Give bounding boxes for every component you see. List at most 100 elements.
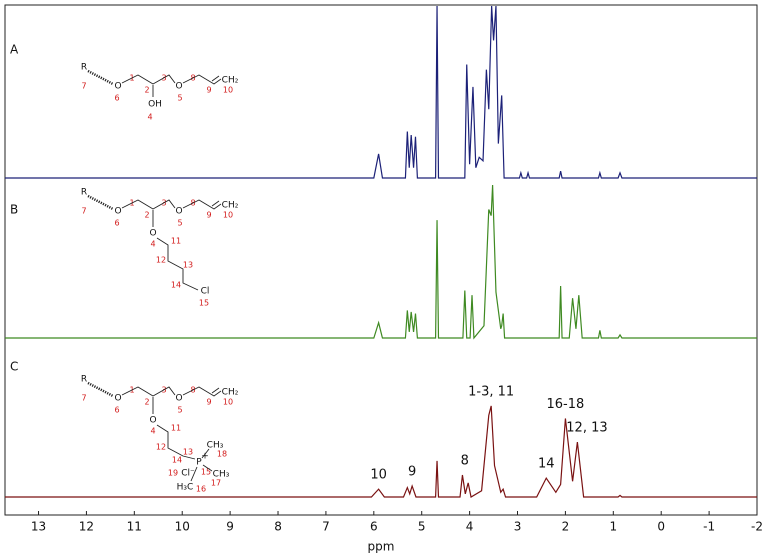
structure-atom: O: [175, 82, 182, 92]
bond: [201, 448, 210, 459]
structure-number: 12: [156, 256, 166, 265]
structure-number: 6: [114, 219, 119, 228]
structure-atom: CH₃: [213, 470, 230, 480]
structure-atom: CH₂: [222, 76, 239, 86]
structure-atom: O: [114, 82, 121, 92]
structure-number: 19: [168, 469, 178, 478]
structure-number: 7: [81, 394, 86, 403]
structure-atom: P: [196, 458, 202, 468]
x-tick-label: 5: [418, 520, 426, 534]
x-tick-label: 4: [466, 520, 474, 534]
x-tick-label: 12: [79, 520, 94, 534]
structure-atom: OH: [148, 100, 162, 110]
x-tick-label: 3: [514, 520, 522, 534]
structure-number: 10: [223, 398, 233, 407]
structure-number: 5: [177, 406, 182, 415]
structure-number: 11: [171, 424, 181, 433]
structure-atom: CH₃: [207, 441, 224, 451]
panel-label: A: [10, 43, 19, 57]
spectrum-line: [5, 405, 757, 498]
structure-number: 11: [171, 237, 181, 246]
panel-label: C: [10, 360, 18, 374]
x-tick-label: 13: [31, 520, 46, 534]
x-tick-label: 7: [322, 520, 330, 534]
plot-frame: [4, 4, 758, 516]
bond: [211, 387, 220, 394]
x-tick-label: -1: [703, 520, 715, 534]
bond: [156, 237, 199, 291]
structure-atom: CH₂: [222, 388, 239, 398]
x-tick-label: 9: [226, 520, 234, 534]
structure-number: 15: [201, 468, 211, 477]
structure-number: 14: [171, 281, 181, 290]
structure-number: 6: [114, 406, 119, 415]
structure-atom: O: [175, 207, 182, 217]
structure-number: 4: [150, 427, 155, 436]
x-tick-label: 1: [609, 520, 617, 534]
peak-annotation: 16-18: [547, 397, 585, 412]
bond: [182, 74, 222, 85]
structure-atom: H₃C: [177, 483, 194, 493]
bond: [121, 74, 176, 85]
structure-number: 16: [196, 485, 206, 494]
structure-atom: O: [114, 207, 121, 217]
structure-number: 4: [150, 240, 155, 249]
structure-number: 9: [206, 86, 211, 95]
bond: [121, 386, 176, 397]
structure-atom: O: [114, 394, 121, 404]
structure-number: 14: [172, 456, 182, 465]
structure-atom: R: [81, 375, 87, 385]
bond: [211, 75, 220, 82]
structure-atom: CH₂: [222, 201, 239, 211]
structure-atom: Cl: [201, 287, 210, 297]
bond: [190, 466, 198, 482]
structure-number: 7: [81, 207, 86, 216]
hashed-bond: [87, 381, 114, 398]
structure-number: 2: [144, 398, 149, 407]
peak-annotation: 9: [408, 465, 416, 480]
structure-atom: +: [201, 452, 209, 462]
x-tick-label: 10: [175, 520, 190, 534]
structure-number: 17: [211, 479, 221, 488]
structure-number: 7: [81, 82, 86, 91]
x-tick-label: 2: [562, 520, 570, 534]
structure-number: 9: [206, 211, 211, 220]
structure-atom: O: [149, 229, 156, 239]
bond: [182, 199, 222, 210]
spectrum-line: [5, 5, 757, 179]
hashed-bond: [87, 194, 114, 211]
structure-number: 6: [114, 94, 119, 103]
bond: [211, 200, 220, 207]
structure-number: 18: [217, 450, 227, 459]
x-tick-label: 6: [370, 520, 378, 534]
x-axis-label: ppm: [368, 540, 395, 554]
x-tick-label: 11: [127, 520, 142, 534]
structure-number: 13: [183, 261, 193, 270]
x-tick-label: -2: [751, 520, 762, 534]
structure-atom: Cl⁻: [181, 469, 195, 479]
structure-atom: O: [149, 416, 156, 426]
panel-label: B: [10, 203, 18, 217]
bond: [121, 199, 176, 210]
structure-number: 15: [199, 299, 209, 308]
structure-number: 10: [223, 86, 233, 95]
x-tick-label: 8: [274, 520, 282, 534]
peak-annotation: 12, 13: [566, 421, 607, 436]
structure-number: 5: [177, 94, 182, 103]
structure-atom: R: [81, 188, 87, 198]
structure-number: 13: [183, 448, 193, 457]
structure-atom: O: [175, 394, 182, 404]
x-tick-label: 0: [657, 520, 665, 534]
bond: [202, 464, 213, 472]
structure-atom: R: [81, 63, 87, 73]
peak-annotation: 14: [538, 457, 555, 472]
structure-number: 2: [144, 86, 149, 95]
structure-number: 10: [223, 211, 233, 220]
structure-number: 12: [156, 443, 166, 452]
peak-annotation: 8: [461, 454, 469, 469]
bond: [156, 424, 196, 460]
peak-annotation: 1-3, 11: [468, 384, 514, 399]
bond: [182, 386, 222, 397]
hashed-bond: [87, 69, 114, 86]
